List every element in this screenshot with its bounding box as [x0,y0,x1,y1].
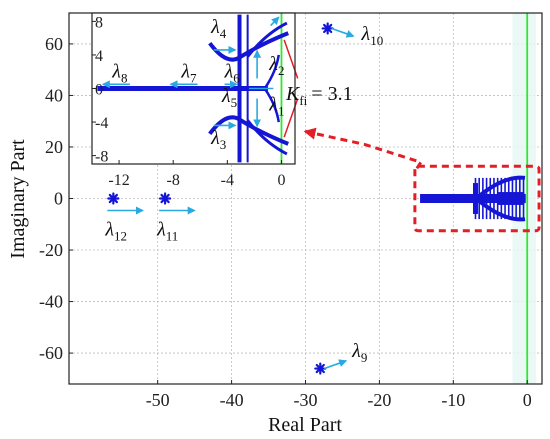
x-tick-label: 0 [523,390,532,410]
eigenvalue-arrow-10 [331,27,355,38]
x-tick-label: -40 [220,390,244,410]
inset-x-tick-label: -12 [108,172,129,189]
inset-marks [97,13,299,164]
inset-upper-arc [208,31,289,62]
inset-upper-arc-2 [246,21,288,58]
cluster-lower-branch [477,199,526,222]
inset-lambda-label-2: λ2 [268,53,284,78]
inset-y-tick-label: 8 [95,14,103,31]
inset-lambda-label-8: λ8 [111,61,127,86]
inset-y-tick-label: 0 [95,82,103,99]
inset-frame [91,12,296,165]
eigenvalue-marker-10 [321,22,334,35]
y-axis-label: Imaginary Part [7,139,29,259]
gain-annotation: Kfi = 3.1 [285,83,353,108]
main-marks [107,13,541,384]
x-axis-label: Real Part [268,414,342,436]
x-tick-label: -50 [146,390,170,410]
x-tick-label: -30 [294,390,318,410]
y-tick-label: 40 [45,85,63,105]
zoom-box [413,164,541,233]
inset-lambda-label-7: λ7 [180,61,197,86]
cluster-upper-branch [477,175,526,198]
eigenvalue-marker-11 [158,192,172,205]
y-tick-label: -60 [39,343,63,363]
inset-y-tick-label: -4 [95,115,108,132]
inset-y-tick-label: 4 [95,48,103,65]
x-tick-label: -10 [441,390,465,410]
inset-direction-arrow [270,16,280,27]
y-tick-label: 20 [45,137,63,157]
plot-frame [68,12,543,385]
inset-x-tick-label: -8 [167,172,180,189]
eigenvalue-cluster [420,175,526,222]
y-tick-label: -40 [39,292,63,312]
inset-small-branch-down [264,88,280,123]
inset-lambda-label-1: λ1 [268,93,284,118]
eigenvalue-arrow-9 [324,359,348,370]
inset-x-tick-label: -4 [221,172,234,189]
inset-lambda-label-5: λ5 [221,85,237,110]
inset-lambda-label-4: λ4 [210,16,227,41]
eigenvalue-label-9: λ9 [351,340,367,365]
cluster-core [497,192,525,205]
eigenvalue-label-10: λ10 [361,23,384,48]
eigenvalue-label-11: λ11 [156,219,178,244]
eigenvalue-marker-9 [314,362,327,375]
inset-lambda-label-6: λ6 [224,61,241,86]
y-tick-label: -20 [39,240,63,260]
eigenvalue-marker-12 [107,192,120,205]
inset-y-tick-label: -8 [95,149,108,166]
inset-lower-arc [208,115,289,146]
inset-lambda-label-3: λ3 [210,127,226,152]
zoom-arrow [303,127,424,170]
y-tick-label: 60 [45,34,63,54]
inset-x-tick-label: 0 [277,172,285,189]
inset-small-branch-up [264,54,280,89]
y-tick-label: 0 [54,189,63,209]
x-tick-label: -20 [367,390,391,410]
eigenvalue-label-12: λ12 [104,219,127,244]
inset-lower-arc-2 [246,119,288,156]
